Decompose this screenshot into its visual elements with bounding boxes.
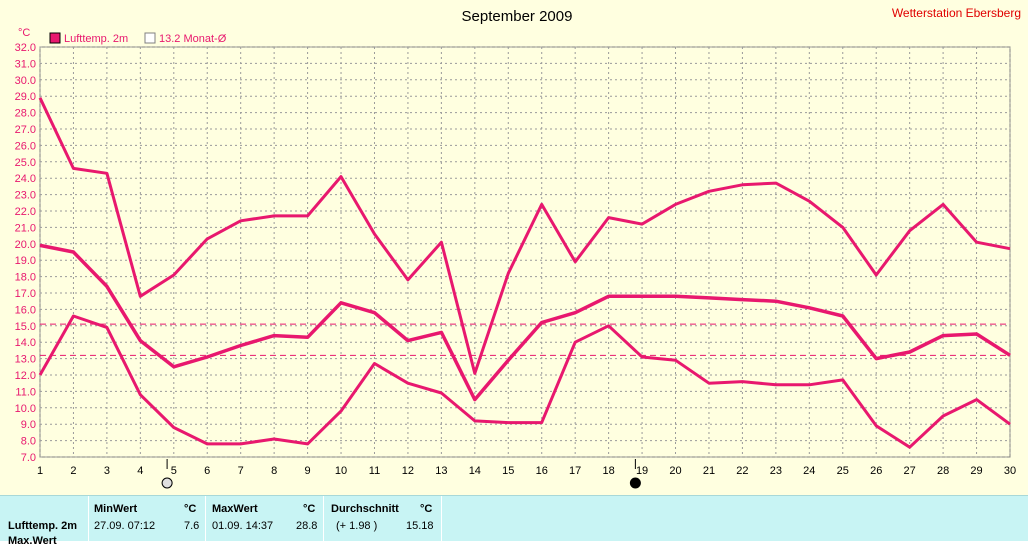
y-tick-label: 11.0 xyxy=(15,386,36,398)
y-tick-label: 24.0 xyxy=(15,173,36,185)
y-tick-label: 8.0 xyxy=(21,436,36,448)
station-name: Wetterstation Ebersberg xyxy=(892,6,1021,20)
y-tick-label: 17.0 xyxy=(15,288,36,300)
min-value: 7.6 xyxy=(184,520,200,532)
x-tick-label: 15 xyxy=(502,465,514,477)
x-tick-label: 25 xyxy=(837,465,849,477)
series-min-line xyxy=(38,314,1011,449)
stats-divider xyxy=(441,496,442,541)
y-tick-label: 31.0 xyxy=(15,58,36,70)
x-tick-label: 9 xyxy=(305,465,311,477)
unit-label: °C xyxy=(18,27,30,39)
x-tick-label: 12 xyxy=(402,465,414,477)
x-tick-label: 5 xyxy=(171,465,177,477)
series-max-line xyxy=(38,97,1011,375)
x-tick-label: 11 xyxy=(369,465,380,477)
chart-svg: 32.031.030.029.028.027.026.025.024.023.0… xyxy=(0,0,1028,495)
x-tick-label: 23 xyxy=(770,465,782,477)
avg-value: 15.18 xyxy=(406,520,434,532)
x-tick-label: 26 xyxy=(870,465,882,477)
y-tick-label: 13.0 xyxy=(15,354,36,366)
x-tick-label: 16 xyxy=(536,465,548,477)
max-unit-header: °C xyxy=(303,503,316,515)
x-tick-label: 4 xyxy=(137,465,143,477)
x-tick-label: 6 xyxy=(204,465,210,477)
x-tick-label: 14 xyxy=(469,465,481,477)
y-tick-label: 25.0 xyxy=(15,157,36,169)
x-tick-label: 10 xyxy=(335,465,347,477)
x-tick-label: 13 xyxy=(435,465,447,477)
min-time: 27.09. 07:12 xyxy=(94,520,156,532)
x-tick-label: 27 xyxy=(904,465,916,477)
y-tick-label: 29.0 xyxy=(15,91,36,103)
x-tick-label: 28 xyxy=(937,465,949,477)
x-tick-label: 18 xyxy=(602,465,614,477)
y-tick-label: 19.0 xyxy=(15,255,36,267)
stats-next-row-label: Max.Wert xyxy=(8,535,57,547)
stats-divider xyxy=(88,496,89,541)
chart-title: September 2009 xyxy=(462,8,573,25)
max-value: 28.8 xyxy=(296,520,318,532)
y-tick-label: 20.0 xyxy=(15,239,36,251)
avg-unit-header: °C xyxy=(420,503,433,515)
x-tick-label: 2 xyxy=(70,465,76,477)
y-tick-label: 27.0 xyxy=(15,124,36,136)
max-header: MaxWert xyxy=(212,503,258,515)
x-tick-label: 17 xyxy=(569,465,581,477)
x-tick-label: 19 xyxy=(636,465,648,477)
reference-lines xyxy=(40,323,1010,356)
x-tick-label: 24 xyxy=(803,465,815,477)
x-tick-label: 7 xyxy=(238,465,244,477)
y-tick-label: 23.0 xyxy=(15,190,36,202)
x-tick-label: 21 xyxy=(703,465,715,477)
y-tick-label: 22.0 xyxy=(15,206,36,218)
y-tick-label: 26.0 xyxy=(15,140,36,152)
y-tick-label: 32.0 xyxy=(15,42,36,54)
x-tick-label: 30 xyxy=(1004,465,1016,477)
y-tick-label: 16.0 xyxy=(15,304,36,316)
y-tick-label: 12.0 xyxy=(15,370,36,382)
min-header: MinWert xyxy=(94,503,138,515)
series-mean-line xyxy=(39,243,1011,402)
legend-label: 13.2 Monat-Ø xyxy=(159,33,227,45)
y-tick-label: 21.0 xyxy=(15,222,36,234)
x-tick-label: 8 xyxy=(271,465,277,477)
avg-delta: (+ 1.98 ) xyxy=(336,520,378,532)
x-tick-label: 1 xyxy=(37,465,43,477)
avg-header: Durchschnitt xyxy=(331,503,399,515)
stats-row-label: Lufttemp. 2m xyxy=(8,520,78,532)
y-tick-label: 30.0 xyxy=(15,75,36,87)
series-lines xyxy=(38,97,1011,449)
temperature-chart: 32.0 31.0 30.0 29.0 28.0 27.0 26.0 25.0 24.0 23.0… xyxy=(0,0,1028,495)
min-unit-header: °C xyxy=(184,503,197,515)
x-tick-label: 22 xyxy=(736,465,748,477)
legend-label: Lufttemp. 2m xyxy=(64,33,128,45)
y-tick-label: 10.0 xyxy=(15,403,36,415)
legend: Lufttemp. 2m 13.2 Monat-Ø xyxy=(49,32,227,45)
max-time: 01.09. 14:37 xyxy=(212,520,274,532)
y-tick-label: 14.0 xyxy=(15,337,36,349)
x-tick-label: 29 xyxy=(970,465,982,477)
legend-swatch xyxy=(49,32,61,44)
stats-panel: MinWert °C MaxWert °C Durchschnitt °C Lu… xyxy=(0,495,1028,547)
stats-divider xyxy=(205,496,206,541)
x-tick-label: 3 xyxy=(104,465,110,477)
full-moon-icon xyxy=(161,477,173,489)
y-tick-label: 9.0 xyxy=(21,419,36,431)
x-tick-label: 20 xyxy=(669,465,681,477)
axes: 32.031.030.029.028.027.026.025.024.023.0… xyxy=(15,42,1016,489)
legend-swatch xyxy=(144,32,156,44)
y-tick-label: 7.0 xyxy=(21,452,36,464)
y-tick-label: 28.0 xyxy=(15,108,36,120)
y-tick-label: 18.0 xyxy=(15,272,36,284)
new-moon-icon xyxy=(629,477,641,489)
stats-divider xyxy=(323,496,324,541)
y-tick-label: 15.0 xyxy=(15,321,36,333)
